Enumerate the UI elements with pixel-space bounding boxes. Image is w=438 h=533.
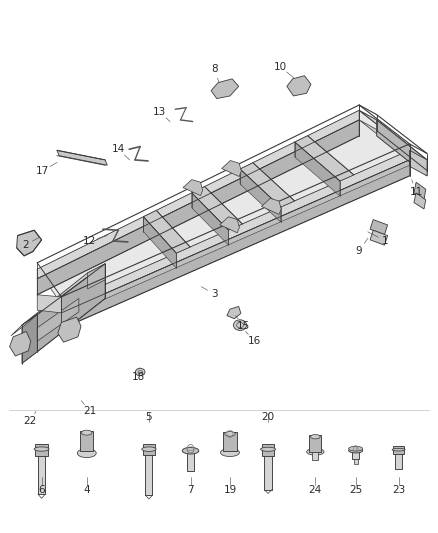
Text: 18: 18 bbox=[131, 373, 145, 382]
Ellipse shape bbox=[311, 434, 320, 439]
Text: 22: 22 bbox=[23, 416, 36, 426]
Ellipse shape bbox=[81, 430, 92, 435]
Polygon shape bbox=[295, 136, 354, 181]
Polygon shape bbox=[211, 79, 239, 99]
FancyBboxPatch shape bbox=[393, 446, 404, 454]
FancyBboxPatch shape bbox=[145, 450, 152, 495]
Text: 5: 5 bbox=[145, 412, 152, 422]
Text: 8: 8 bbox=[211, 64, 218, 74]
Polygon shape bbox=[11, 314, 37, 336]
Text: 4: 4 bbox=[83, 486, 90, 495]
Polygon shape bbox=[17, 230, 42, 256]
Polygon shape bbox=[414, 182, 426, 200]
Polygon shape bbox=[370, 220, 388, 235]
Ellipse shape bbox=[182, 447, 199, 454]
Text: 15: 15 bbox=[237, 321, 250, 331]
Polygon shape bbox=[37, 110, 410, 304]
FancyBboxPatch shape bbox=[395, 450, 402, 469]
Polygon shape bbox=[240, 169, 281, 222]
FancyBboxPatch shape bbox=[38, 450, 45, 494]
Text: 24: 24 bbox=[309, 486, 322, 495]
Polygon shape bbox=[261, 198, 281, 214]
Polygon shape bbox=[359, 120, 427, 169]
Text: 17: 17 bbox=[36, 166, 49, 175]
FancyBboxPatch shape bbox=[187, 450, 194, 471]
Polygon shape bbox=[287, 76, 311, 96]
Text: 10: 10 bbox=[274, 62, 287, 71]
Text: 1: 1 bbox=[382, 236, 389, 246]
Text: 11: 11 bbox=[410, 187, 423, 197]
Text: 25: 25 bbox=[349, 486, 362, 495]
FancyBboxPatch shape bbox=[223, 432, 237, 451]
FancyBboxPatch shape bbox=[265, 450, 272, 490]
Ellipse shape bbox=[261, 447, 276, 451]
Ellipse shape bbox=[142, 447, 156, 451]
FancyBboxPatch shape bbox=[352, 450, 359, 459]
Polygon shape bbox=[414, 193, 426, 209]
Text: 2: 2 bbox=[22, 240, 29, 250]
Text: 19: 19 bbox=[223, 486, 237, 495]
Polygon shape bbox=[37, 298, 79, 341]
FancyBboxPatch shape bbox=[312, 452, 318, 461]
Ellipse shape bbox=[307, 448, 324, 455]
Polygon shape bbox=[61, 160, 410, 329]
Text: 3: 3 bbox=[211, 289, 218, 299]
Polygon shape bbox=[61, 150, 410, 313]
Polygon shape bbox=[37, 264, 105, 352]
Polygon shape bbox=[22, 264, 105, 325]
Text: 21: 21 bbox=[83, 407, 96, 416]
Text: 20: 20 bbox=[261, 412, 275, 422]
Polygon shape bbox=[144, 211, 190, 253]
Text: 9: 9 bbox=[356, 246, 363, 255]
Ellipse shape bbox=[233, 320, 247, 330]
Text: 16: 16 bbox=[247, 336, 261, 346]
Polygon shape bbox=[61, 160, 410, 318]
Polygon shape bbox=[359, 110, 427, 160]
Text: 7: 7 bbox=[187, 486, 194, 495]
Text: 6: 6 bbox=[38, 486, 45, 495]
Polygon shape bbox=[370, 230, 388, 245]
Ellipse shape bbox=[349, 448, 363, 453]
FancyBboxPatch shape bbox=[262, 445, 274, 456]
Polygon shape bbox=[377, 120, 427, 176]
Text: 13: 13 bbox=[153, 107, 166, 117]
Ellipse shape bbox=[220, 449, 240, 456]
Polygon shape bbox=[37, 295, 61, 313]
Polygon shape bbox=[410, 150, 427, 176]
FancyBboxPatch shape bbox=[35, 444, 48, 456]
Polygon shape bbox=[10, 332, 31, 356]
Ellipse shape bbox=[77, 449, 96, 458]
FancyBboxPatch shape bbox=[143, 443, 155, 455]
Ellipse shape bbox=[392, 448, 405, 451]
Polygon shape bbox=[222, 160, 241, 176]
Ellipse shape bbox=[225, 432, 235, 436]
Ellipse shape bbox=[34, 447, 49, 451]
Ellipse shape bbox=[135, 368, 145, 376]
Ellipse shape bbox=[349, 446, 363, 451]
Polygon shape bbox=[144, 217, 176, 268]
Polygon shape bbox=[183, 180, 203, 196]
Text: 12: 12 bbox=[83, 236, 96, 246]
Polygon shape bbox=[58, 317, 81, 342]
FancyBboxPatch shape bbox=[354, 459, 357, 464]
Polygon shape bbox=[192, 187, 242, 230]
FancyBboxPatch shape bbox=[309, 435, 321, 451]
Polygon shape bbox=[37, 120, 359, 295]
Polygon shape bbox=[192, 193, 229, 245]
Polygon shape bbox=[37, 110, 359, 279]
Polygon shape bbox=[227, 306, 241, 319]
Text: 23: 23 bbox=[392, 486, 405, 495]
FancyBboxPatch shape bbox=[80, 431, 93, 451]
Polygon shape bbox=[240, 163, 295, 207]
Polygon shape bbox=[57, 150, 107, 165]
Polygon shape bbox=[88, 264, 105, 289]
Polygon shape bbox=[22, 314, 37, 364]
Text: 14: 14 bbox=[112, 144, 125, 154]
Polygon shape bbox=[295, 142, 340, 196]
Polygon shape bbox=[220, 217, 240, 233]
